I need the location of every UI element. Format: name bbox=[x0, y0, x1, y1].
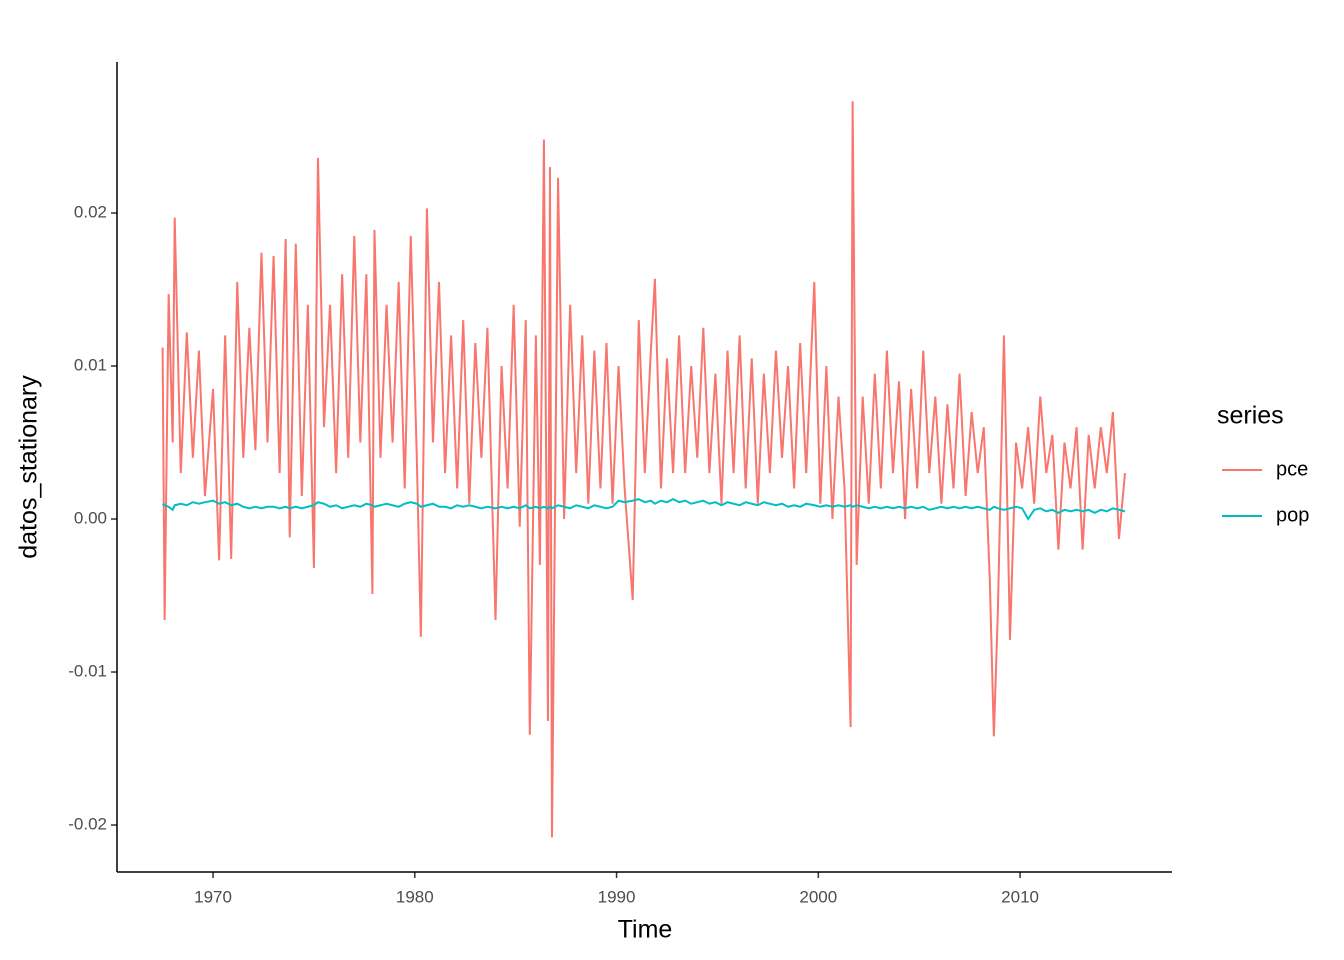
line-pce bbox=[161, 101, 1126, 838]
legend-label: pop bbox=[1276, 504, 1309, 526]
x-tick-label: 2010 bbox=[1001, 887, 1039, 906]
x-tick-label: 1980 bbox=[396, 887, 434, 906]
x-tick-label: 1990 bbox=[598, 887, 636, 906]
y-tick-label: 0.01 bbox=[74, 356, 107, 375]
y-tick-label: -0.01 bbox=[68, 662, 107, 681]
y-tick-label: 0.02 bbox=[74, 202, 107, 221]
x-tick-label: 2000 bbox=[799, 887, 837, 906]
line-pop bbox=[161, 498, 1126, 521]
y-axis-label: datos_stationary bbox=[15, 375, 43, 559]
x-tick-label: 1970 bbox=[194, 887, 232, 906]
legend-label: pce bbox=[1276, 458, 1308, 480]
y-tick-label: -0.02 bbox=[68, 815, 107, 834]
x-axis-label: Time bbox=[618, 916, 673, 944]
legend-title: series bbox=[1217, 402, 1284, 430]
y-tick-label: 0.00 bbox=[74, 509, 107, 528]
